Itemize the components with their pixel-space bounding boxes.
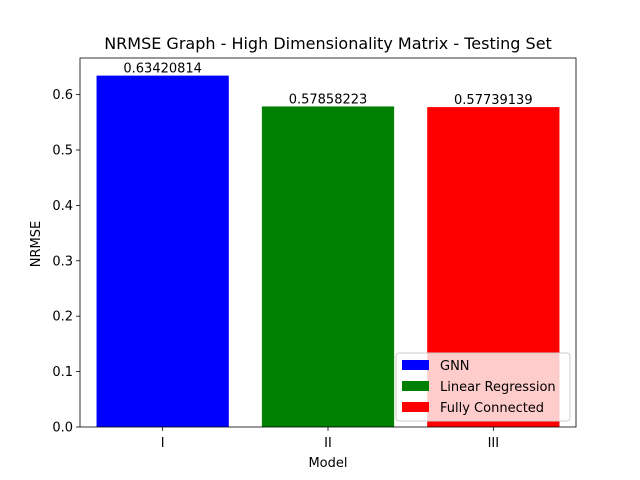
legend-swatch-1 [402, 381, 429, 391]
y-tick-label-3: 0.3 [52, 254, 73, 269]
legend: GNN Linear Regression Fully Connected [395, 352, 571, 422]
data-label-III: 0.57739139 [454, 93, 533, 108]
y-tick-label-1: 0.1 [52, 365, 73, 380]
y-tick-label-5: 0.5 [52, 143, 73, 158]
bar-II [261, 106, 395, 427]
legend-label-2: Fully Connected [440, 401, 544, 416]
legend-swatch-0 [402, 360, 429, 370]
y-tick-label-0: 0.0 [52, 421, 73, 436]
data-label-II: 0.57858223 [289, 92, 368, 107]
legend-swatch-2 [402, 402, 429, 412]
chart-title: NRMSE Graph - High Dimensionality Matrix… [104, 34, 552, 53]
axes-frame [79, 57, 577, 428]
y-tick-label-6: 0.6 [52, 88, 73, 103]
y-tick-label-2: 0.2 [52, 310, 73, 325]
legend-label-0: GNN [440, 359, 470, 374]
data-label-I: 0.63420814 [123, 62, 202, 77]
legend-box [395, 352, 571, 422]
x-tick-label-I: I [161, 436, 165, 451]
y-tick-label-4: 0.4 [52, 199, 73, 214]
x-axis-label: Model [308, 456, 347, 471]
x-tick-label-III: III [488, 436, 500, 451]
bar-I [96, 75, 229, 427]
legend-label-1: Linear Regression [440, 380, 556, 395]
y-axis-label: NRMSE [29, 221, 44, 267]
x-tick-label-II: II [324, 436, 332, 451]
